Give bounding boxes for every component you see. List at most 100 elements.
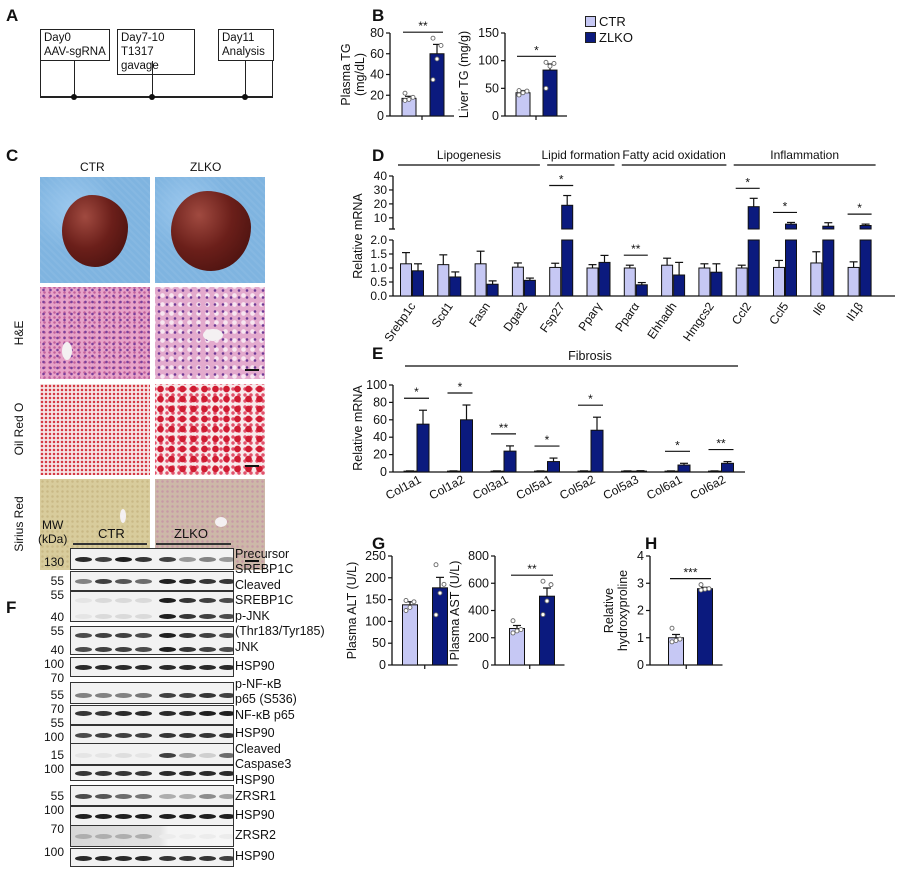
category-label: Col6a1 [644,472,684,502]
bar-ctr [773,266,785,297]
bar-zlko [539,595,555,666]
panel-label-h: H [645,534,658,553]
protein-band [115,752,132,758]
protein-band [159,632,176,638]
category-label: Col3a1 [470,472,510,502]
protein-band [219,833,233,839]
blot-protein-label: HSP90 [235,726,275,741]
bar-zlko [412,270,424,297]
blot-strip [70,657,234,677]
protein-band [95,556,112,562]
y-tick-label: 100 [366,378,387,392]
data-point [434,56,440,62]
panel-label-g: G [372,534,386,553]
protein-band [75,579,92,585]
protein-band [95,598,112,604]
legend-swatch [585,16,596,27]
significance-label: * [675,438,680,452]
bar-ctr [735,267,748,297]
group-header: Fatty acid oxidation [622,148,725,162]
blot-strip [70,785,234,806]
y-axis-label: Plasma AST (U/L) [448,561,462,661]
protein-band [95,793,112,799]
protein-band [95,614,112,620]
y-tick-label: 400 [468,604,489,618]
bar-ctr [698,267,711,297]
blot-label-line: HSP90 [235,807,275,822]
panel-label-e: E [372,344,384,363]
y-tick-label: 10 [374,211,388,225]
protein-band [75,665,92,671]
mw-marker: 100 [43,657,64,672]
he-stain-ctr [40,287,150,379]
blot-strip [70,591,234,622]
protein-band [219,710,233,716]
protein-band [95,692,112,698]
bar-zlko [859,239,872,297]
timeline-dot [71,94,77,100]
protein-band [95,632,112,638]
protein-band [115,710,132,716]
protein-band [159,665,176,671]
bar-ctr [437,264,450,297]
protein-band [75,632,92,638]
data-point [510,630,516,636]
blot-label-line: Precursor [235,547,290,561]
category-label: Pparα [612,300,642,335]
mw-marker: 55 [50,716,64,730]
bar-zlko [503,450,517,473]
blot-label-line: p-NF-κB [235,677,282,691]
y-tick-label: 100 [478,54,499,68]
y-tick-label: 3 [637,576,644,590]
protein-band [95,665,112,671]
bar-zlko [432,587,448,666]
y-tick-label: 0 [379,658,386,672]
y-tick-label: 1.0 [370,261,387,275]
data-point [514,628,520,634]
bar-ctr [402,604,418,666]
timeline-day: Day11 [222,32,255,44]
y-axis-label: Liver TG (mg/g) [457,31,471,118]
bar-zlko-upper [822,225,835,230]
y-tick-label: 0 [492,109,499,123]
group-header: Inflammation [770,148,839,162]
protein-band [135,814,152,820]
y-tick-label: 200 [468,631,489,645]
legend-swatch [585,32,596,43]
protein-band [159,793,176,799]
group-line [73,543,147,545]
y-tick-label: 20 [373,448,387,462]
protein-band [219,752,233,758]
bar-ctr [549,266,562,297]
legend: CTR ZLKO [585,14,633,46]
bar-zlko-upper [561,204,574,230]
blot-label-line: HSP90 [235,849,275,863]
bar-zlko [449,276,462,297]
protein-band [159,598,176,604]
protein-band [115,833,132,839]
protein-band [75,710,92,716]
bar-zlko [598,261,611,297]
group-header: Lipogenesis [437,148,501,162]
significance-label: * [588,392,593,406]
protein-band [115,814,132,820]
protein-band [95,814,112,820]
protein-band [135,732,152,738]
protein-band [75,646,92,652]
protein-band [159,752,176,758]
mw-marker: 55 [50,789,64,804]
bar-ctr [661,264,674,297]
protein-band [219,632,233,638]
blot-label-line: Cleaved [235,578,281,592]
protein-band [159,855,176,861]
protein-band [199,598,216,604]
protein-band [179,752,196,758]
y-axis-label: Relative [602,588,616,633]
blot-label-line: p65 (S536) [235,692,297,706]
protein-band [95,771,112,777]
data-point [543,59,549,65]
protein-band [75,598,92,604]
significance-label: * [783,199,788,213]
timeline-day: Day0 [44,32,71,44]
blot-protein-label: HSP90 [235,849,275,864]
